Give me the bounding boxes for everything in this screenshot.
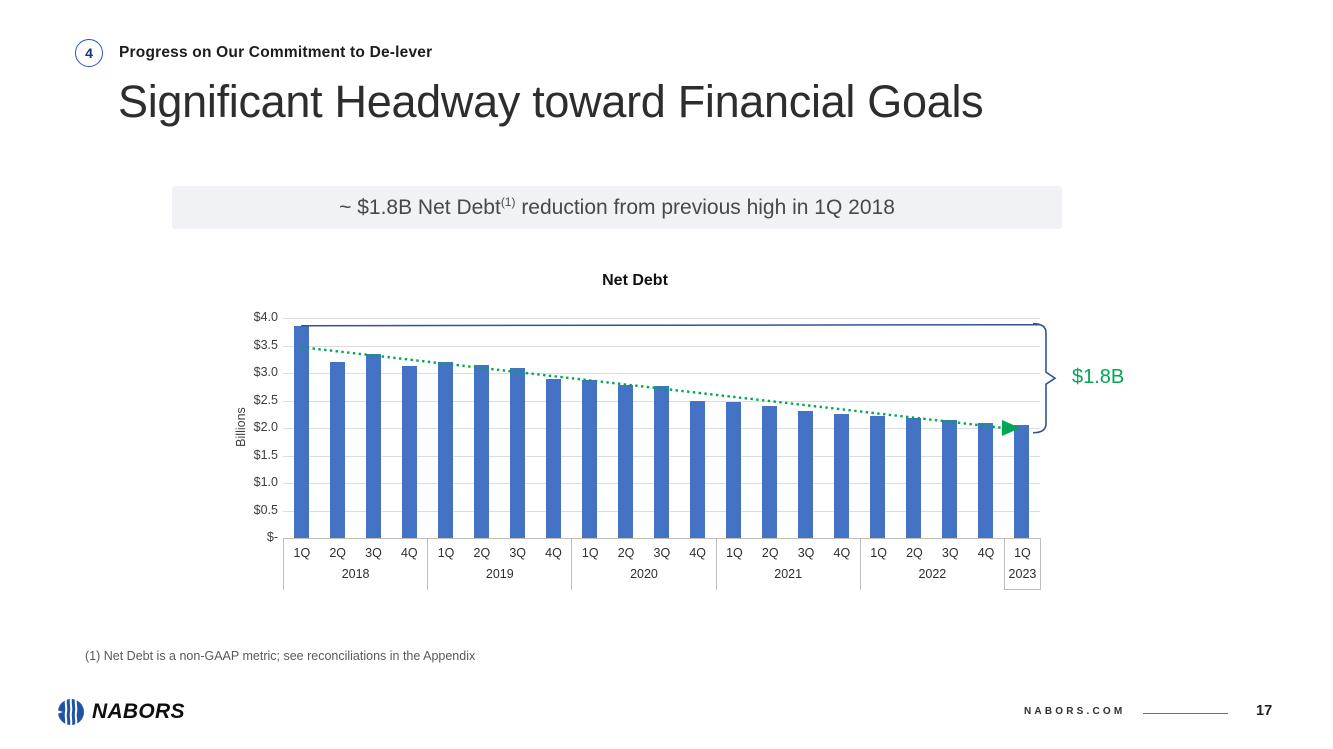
quarter-label: 3Q <box>941 546 959 560</box>
bar-2q-2019 <box>473 364 489 538</box>
section-title: Progress on Our Commitment to De-lever <box>119 44 433 61</box>
x-axis-group-2022: 1Q 2Q 3Q 4Q 2022 <box>859 538 1004 590</box>
logo-text: NABORS <box>92 700 185 723</box>
y-tick-label: $- <box>266 530 278 544</box>
bar-1q-2020 <box>581 379 597 538</box>
year-label: 2021 <box>774 567 803 581</box>
quarter-label: 1Q <box>1014 546 1031 560</box>
bar-3q-2018 <box>365 353 381 538</box>
x-axis-group-2023: 1Q 2023 <box>1003 538 1040 590</box>
bar-1q-2018 <box>293 325 309 538</box>
x-axis-group-2020: 1Q 2Q 3Q 4Q 2020 <box>571 538 715 590</box>
year-label: 2022 <box>918 567 947 581</box>
quarter-label: 4Q <box>833 546 851 560</box>
bar-4q-2021 <box>834 414 850 538</box>
y-tick-label: $3.0 <box>253 365 278 379</box>
bar-3q-2019 <box>509 367 525 538</box>
bar-3q-2020 <box>654 385 669 538</box>
y-tick-label: $1.0 <box>253 475 278 489</box>
year-label: 2019 <box>485 567 514 581</box>
page-number: 17 <box>1256 703 1273 719</box>
bar-4q-2018 <box>401 366 417 538</box>
quarter-label: 1Q <box>437 546 455 560</box>
bar-1q-2022 <box>870 416 886 538</box>
bar-2q-2020 <box>617 384 633 538</box>
gridline <box>283 538 1040 539</box>
y-axis-tick-labels: $4.0 $3.5 $3.0 $2.5 $2.0 $1.5 $1.0 $0.5 $- <box>228 310 278 544</box>
quarter-label: 4Q <box>400 546 418 560</box>
quarter-label: 3Q <box>797 546 815 560</box>
y-tick-label: $2.5 <box>253 392 278 407</box>
quarter-label: 2Q <box>329 546 347 560</box>
section-number-badge: 4 <box>75 39 103 67</box>
bar-4q-2022 <box>978 423 994 538</box>
bar-1q-2019 <box>437 362 453 538</box>
banner-text: ~ $1.8B Net Debt(1) reduction from previ… <box>339 194 895 219</box>
quarter-label: 3Q <box>509 546 527 560</box>
quarter-label: 2Q <box>473 546 491 560</box>
section-number: 4 <box>85 45 93 61</box>
bar-2q-2021 <box>762 406 778 538</box>
highlight-banner: ~ $1.8B Net Debt(1) reduction from previ… <box>172 186 1062 229</box>
gridline <box>283 373 1040 374</box>
quarter-label: 2Q <box>617 546 635 560</box>
bar-4q-2019 <box>545 379 561 538</box>
bar-2q-2018 <box>329 362 345 538</box>
year-label: 2020 <box>630 567 658 581</box>
quarter-label: 1Q <box>726 546 743 560</box>
quarter-label: 1Q <box>293 546 311 560</box>
year-label: 2023 <box>1008 567 1037 581</box>
bar-1q-2021 <box>726 401 742 538</box>
quarter-label: 3Q <box>653 546 671 560</box>
page-title: Significant Headway toward Financial Goa… <box>118 76 984 127</box>
y-tick-label: $1.5 <box>253 447 278 462</box>
website-label: NABORS.COM <box>1024 706 1126 717</box>
gridline <box>283 345 1040 347</box>
y-tick-label: $2.0 <box>253 420 278 434</box>
bar-3q-2022 <box>942 420 958 538</box>
y-tick-label: $0.5 <box>253 502 278 517</box>
bracket-label: $1.8B <box>1072 366 1125 389</box>
x-axis-group-2021: 1Q 2Q 3Q 4Q 2021 <box>715 538 860 590</box>
bar-3q-2021 <box>798 410 814 538</box>
chart-title: Net Debt <box>602 272 668 289</box>
quarter-label: 4Q <box>545 546 562 560</box>
quarter-label: 3Q <box>365 546 382 560</box>
footnote: (1) Net Debt is a non-GAAP metric; see r… <box>85 649 476 663</box>
footer-divider <box>1143 713 1228 714</box>
banner-footnote-marker: (1) <box>500 194 516 209</box>
y-tick-label: $3.5 <box>253 337 278 352</box>
quarter-label: 4Q <box>977 546 995 560</box>
company-logo: NABORS <box>57 698 185 726</box>
x-axis: 1Q 2Q 3Q 4Q 2018 1Q 2Q 3Q 4Q 2019 1Q 2Q 3Q 4Q 2020 1Q 2Q… <box>283 538 1041 590</box>
y-tick-label: $4.0 <box>253 310 278 324</box>
quarter-label: 1Q <box>870 546 887 560</box>
bar-1q-2023 <box>1014 424 1030 538</box>
nabors-logo-icon <box>57 699 84 725</box>
bar-2q-2022 <box>906 418 922 538</box>
quarter-label: 1Q <box>581 546 599 560</box>
quarter-label: 2Q <box>906 546 923 560</box>
quarter-label: 4Q <box>689 546 706 560</box>
year-label: 2018 <box>341 567 370 581</box>
x-axis-group-2019: 1Q 2Q 3Q 4Q 2019 <box>427 538 571 590</box>
plot-area <box>283 318 1040 539</box>
bar-4q-2020 <box>690 400 706 538</box>
quarter-label: 2Q <box>761 546 779 560</box>
gridline <box>283 318 1040 319</box>
x-axis-group-2018: 1Q 2Q 3Q 4Q 2018 <box>283 538 427 590</box>
